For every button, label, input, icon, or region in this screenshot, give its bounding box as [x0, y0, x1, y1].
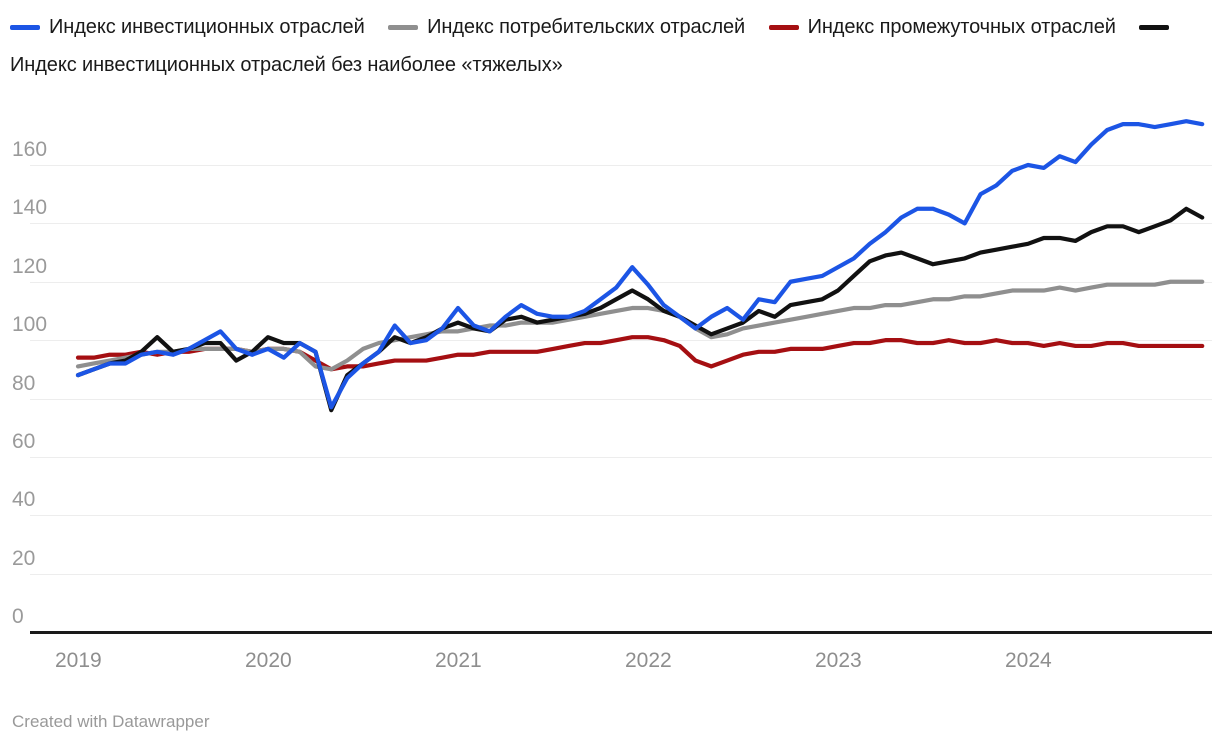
x-axis-baseline	[30, 631, 1212, 634]
legend-label-consumer: Индекс потребительских отраслей	[427, 16, 746, 38]
y-axis-tick-label: 100	[12, 313, 48, 337]
legend-item-consumer[interactable]: Индекс потребительских отраслей	[388, 16, 750, 38]
gridline	[30, 515, 1212, 517]
x-axis-tick-label: 2019	[55, 649, 102, 672]
series-lines	[75, 119, 1205, 413]
y-axis-tick-label: 40	[12, 488, 36, 512]
plot-area: 0 20 40 60 80 100 120 140 160 2019 2020 2021 2022 20…	[0, 100, 1220, 671]
gridline	[30, 456, 1212, 458]
series-line	[75, 206, 1205, 413]
gridline	[30, 223, 1212, 225]
y-axis-tick-label: 60	[12, 429, 36, 453]
legend-swatch-investment-light	[1139, 25, 1170, 30]
x-axis-tick-label: 2023	[815, 649, 862, 672]
x-axis-tick-label: 2022	[625, 649, 672, 672]
legend-label-investment-light: Индекс инвестиционных отраслей без наибо…	[10, 54, 563, 76]
y-axis-tick-label: 80	[12, 371, 36, 395]
y-axis-tick-label: 120	[12, 254, 48, 278]
series-line	[75, 119, 1205, 410]
legend-label-investment: Индекс инвестиционных отраслей	[49, 16, 365, 38]
chart-footer: Created with Datawrapper	[12, 712, 210, 731]
legend-swatch-intermediate	[768, 25, 799, 30]
x-axis-tick-label: 2020	[245, 649, 292, 672]
y-axis-tick-label: 20	[12, 546, 36, 570]
x-axis-tick-label: 2021	[435, 649, 482, 672]
legend-swatch-investment	[10, 25, 40, 30]
y-axis-tick-label: 0	[12, 605, 24, 628]
x-axis-tick-label: 2024	[1005, 649, 1052, 672]
chart-legend: Индекс инвестиционных отраслей Индекс по…	[10, 8, 1210, 84]
y-axis-tick-label: 160	[12, 138, 48, 161]
gridline	[30, 165, 1212, 166]
legend-item-investment[interactable]: Индекс инвестиционных отраслей	[10, 16, 370, 38]
legend-item-investment-light[interactable]: Индекс инвестиционных отраслей без наибо…	[10, 16, 1178, 76]
gridline	[30, 573, 1212, 575]
legend-label-intermediate: Индекс промежуточных отраслей	[807, 16, 1116, 38]
gridline	[30, 398, 1212, 400]
y-axis-tick-label: 140	[12, 196, 48, 220]
legend-item-intermediate[interactable]: Индекс промежуточных отраслей	[768, 16, 1122, 38]
legend-swatch-consumer	[388, 25, 419, 30]
